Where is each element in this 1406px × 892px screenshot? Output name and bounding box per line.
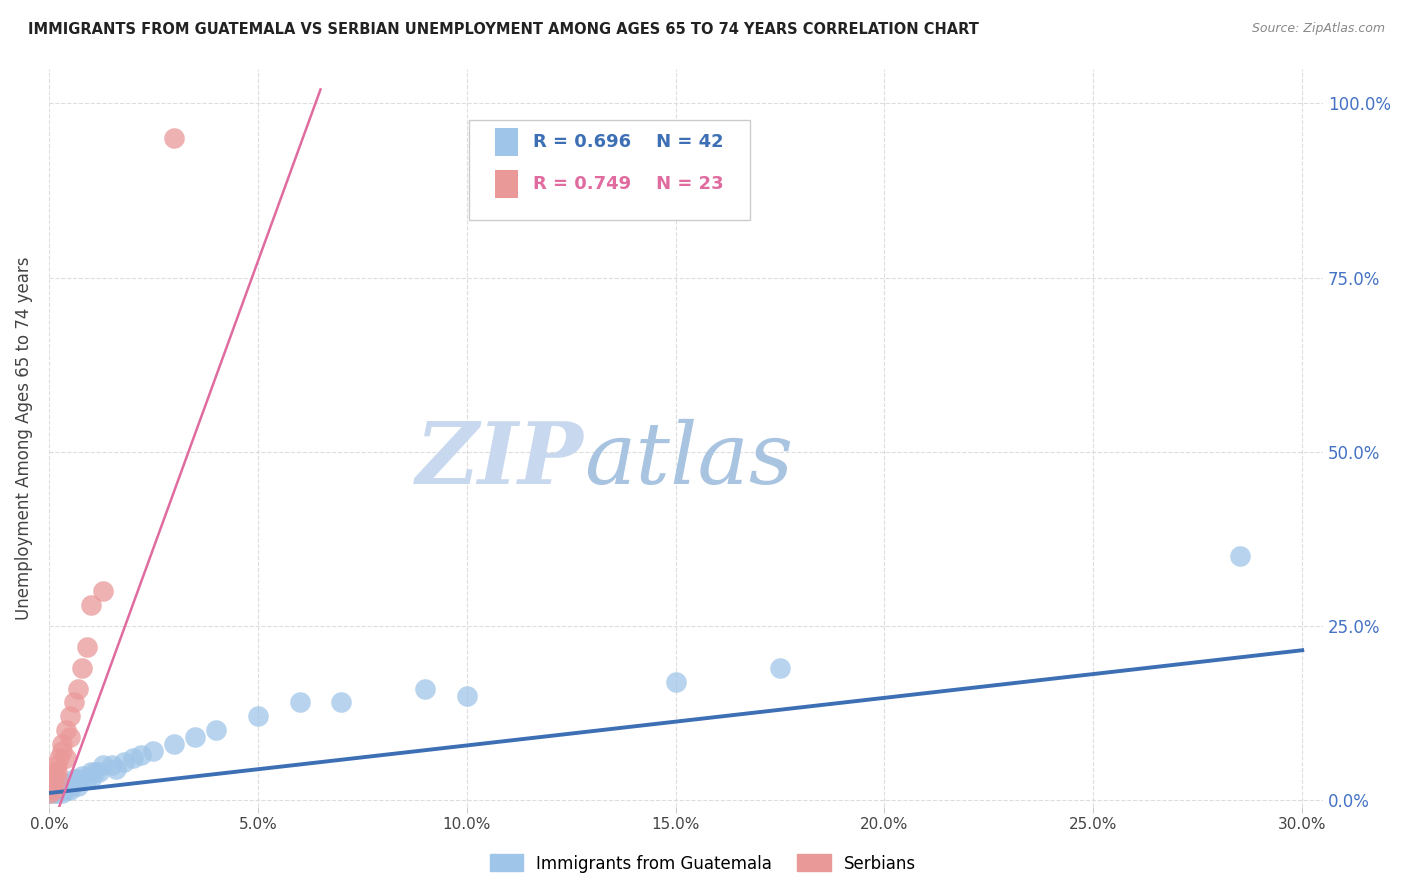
Point: [87, 765, 110, 780]
Point: [163, 131, 186, 145]
Point: [59, 731, 82, 745]
Point: [42, 772, 65, 786]
Point: [121, 751, 143, 765]
Bar: [495, 128, 517, 156]
Point: [48, 782, 70, 797]
Point: [80, 598, 103, 612]
Point: [51, 779, 73, 793]
Point: [59, 782, 82, 797]
Point: [59, 775, 82, 789]
Point: [44, 765, 66, 780]
Point: [72, 660, 94, 674]
Point: [51, 737, 73, 751]
Text: IMMIGRANTS FROM GUATEMALA VS SERBIAN UNEMPLOYMENT AMONG AGES 65 TO 74 YEARS CORR: IMMIGRANTS FROM GUATEMALA VS SERBIAN UNE…: [28, 22, 979, 37]
Point: [205, 723, 228, 738]
Point: [100, 758, 122, 772]
Point: [59, 779, 82, 793]
Point: [413, 681, 436, 696]
Point: [39, 779, 62, 793]
Point: [39, 786, 62, 800]
Point: [55, 751, 77, 765]
Text: atlas: atlas: [583, 418, 793, 501]
Point: [330, 696, 353, 710]
Point: [42, 782, 65, 797]
Point: [48, 751, 70, 765]
Point: [44, 786, 66, 800]
Point: [288, 696, 311, 710]
Point: [246, 709, 269, 723]
Point: [104, 762, 127, 776]
Point: [51, 786, 73, 800]
Point: [1229, 549, 1251, 564]
Point: [142, 744, 165, 758]
Point: [55, 782, 77, 797]
Point: [46, 779, 69, 793]
Text: R = 0.696    N = 42: R = 0.696 N = 42: [533, 133, 724, 151]
Point: [91, 758, 114, 772]
Point: [55, 723, 77, 738]
Point: [769, 660, 792, 674]
Point: [163, 737, 186, 751]
Point: [84, 765, 107, 780]
Text: Source: ZipAtlas.com: Source: ZipAtlas.com: [1251, 22, 1385, 36]
Point: [46, 765, 69, 780]
Point: [63, 775, 86, 789]
Point: [46, 772, 69, 786]
Point: [51, 779, 73, 793]
Point: [46, 758, 69, 772]
Point: [63, 696, 86, 710]
Point: [456, 689, 478, 703]
Point: [80, 765, 103, 780]
Point: [184, 731, 207, 745]
Point: [42, 779, 65, 793]
Legend: Immigrants from Guatemala, Serbians: Immigrants from Guatemala, Serbians: [484, 847, 922, 880]
Point: [67, 779, 90, 793]
Point: [67, 681, 90, 696]
Point: [76, 772, 98, 786]
Point: [59, 709, 82, 723]
Point: [67, 772, 90, 786]
Point: [42, 782, 65, 797]
Text: ZIP: ZIP: [416, 418, 583, 501]
Point: [63, 772, 86, 786]
Point: [76, 640, 98, 654]
FancyBboxPatch shape: [470, 120, 749, 220]
Point: [91, 584, 114, 599]
Y-axis label: Unemployment Among Ages 65 to 74 years: Unemployment Among Ages 65 to 74 years: [15, 256, 32, 620]
Bar: [495, 169, 517, 198]
Point: [46, 786, 69, 800]
Point: [39, 786, 62, 800]
Point: [51, 744, 73, 758]
Point: [80, 772, 103, 786]
Point: [55, 779, 77, 793]
Point: [665, 674, 688, 689]
Point: [112, 755, 135, 769]
Text: R = 0.749    N = 23: R = 0.749 N = 23: [533, 175, 724, 193]
Point: [129, 747, 152, 762]
Point: [72, 769, 94, 783]
